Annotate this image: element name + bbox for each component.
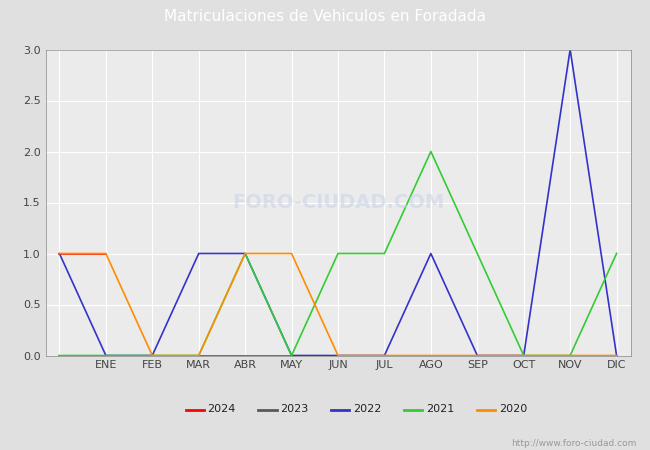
- Text: 2024: 2024: [207, 405, 236, 414]
- Text: FORO-CIUDAD.COM: FORO-CIUDAD.COM: [232, 193, 444, 212]
- Text: 2023: 2023: [280, 405, 309, 414]
- Text: 2021: 2021: [426, 405, 454, 414]
- Text: 2022: 2022: [353, 405, 382, 414]
- Text: 2020: 2020: [499, 405, 527, 414]
- Text: Matriculaciones de Vehiculos en Foradada: Matriculaciones de Vehiculos en Foradada: [164, 9, 486, 24]
- Text: http://www.foro-ciudad.com: http://www.foro-ciudad.com: [512, 439, 637, 448]
